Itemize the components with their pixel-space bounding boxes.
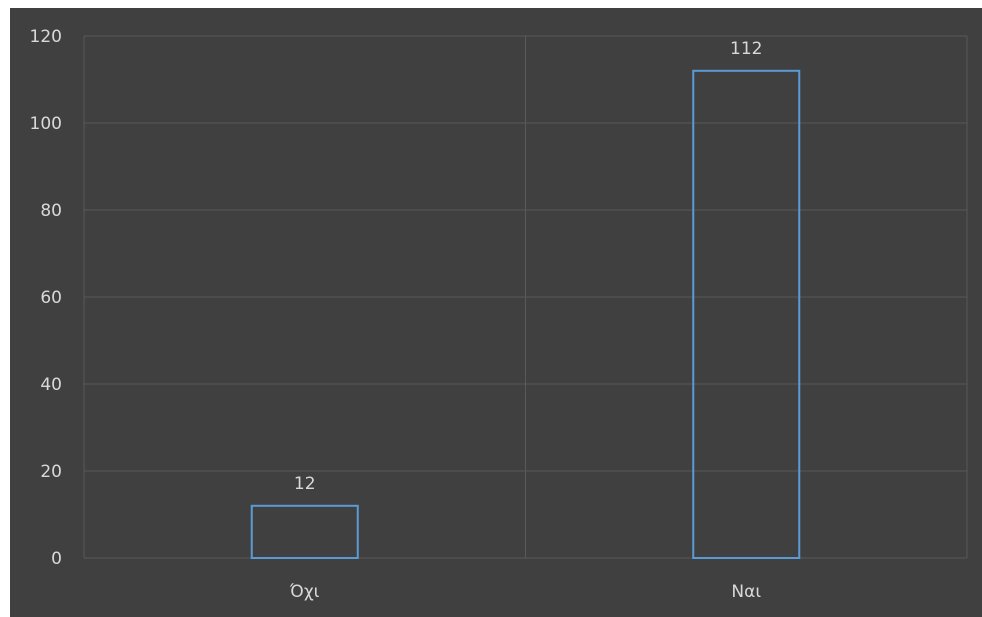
x-category-label: Όχι	[289, 582, 320, 602]
y-tick-label: 40	[40, 375, 62, 395]
y-tick-label: 100	[30, 114, 62, 134]
data-labels: 12 112	[294, 39, 763, 494]
bars	[250, 69, 801, 560]
x-axis-labels: Όχι Ναι	[289, 582, 761, 602]
x-category-label: Ναι	[731, 582, 761, 602]
data-label: 12	[294, 474, 316, 494]
data-label: 112	[730, 39, 762, 59]
gridlines	[83, 35, 968, 559]
y-tick-label: 0	[51, 549, 62, 569]
chart-area: 0 20 40 60 80 100 120 12 112 Όχι Ναι	[10, 8, 982, 617]
bar	[250, 504, 359, 559]
y-tick-label: 80	[40, 201, 62, 221]
y-axis-ticks: 0 20 40 60 80 100 120	[30, 27, 62, 569]
bar	[692, 69, 801, 560]
y-tick-label: 20	[40, 462, 62, 482]
bar-chart: 0 20 40 60 80 100 120 12 112 Όχι Ναι	[30, 27, 968, 602]
y-tick-label: 120	[30, 27, 62, 47]
y-tick-label: 60	[40, 288, 62, 308]
